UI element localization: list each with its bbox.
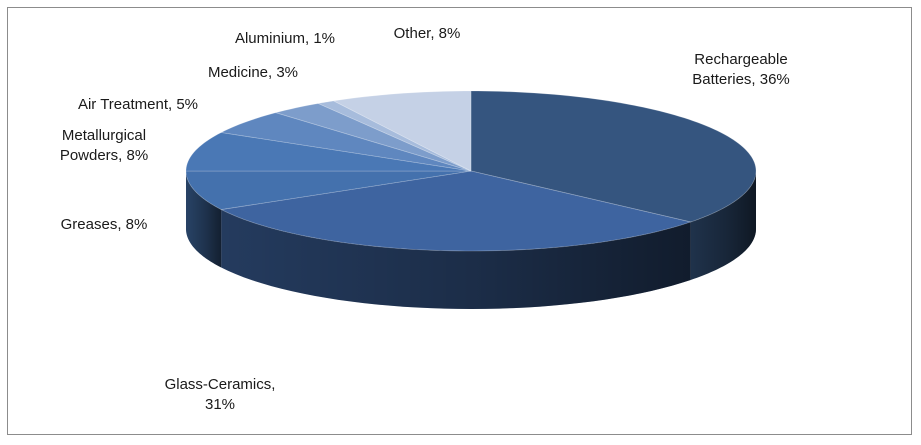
chart-frame: Rechargeable Batteries, 36% Glass-Ceramics… bbox=[7, 7, 912, 435]
pie-slice-metallurgical-powders bbox=[185, 132, 472, 172]
slice-label-metallurgical-powders-line-0: Metallurgical bbox=[62, 127, 146, 144]
pie-slice-other bbox=[332, 90, 472, 172]
slice-label-aluminium-line-0: Aluminium, 1% bbox=[235, 30, 335, 47]
pie-labels: Rechargeable Batteries, 36% Glass-Ceramics… bbox=[60, 25, 790, 413]
pie-side-shade-2 bbox=[186, 171, 222, 268]
pie-slice-rechargeable-batteries bbox=[470, 90, 757, 223]
pie-side-shade-0 bbox=[690, 171, 756, 280]
slice-label-medicine-line-0: Medicine, 3% bbox=[208, 64, 298, 81]
pie-slice-aluminium bbox=[316, 100, 472, 172]
slice-label-air-treatment-line-0: Air Treatment, 5% bbox=[78, 96, 198, 113]
pie-slice-air-treatment bbox=[219, 112, 472, 172]
slice-label-rechargeable-batteries-line-1: Batteries, 36% bbox=[692, 71, 790, 88]
pie-slice-greases bbox=[185, 170, 472, 210]
pie-tops bbox=[185, 90, 757, 252]
pie-slice-medicine bbox=[274, 103, 472, 172]
pie-chart: Rechargeable Batteries, 36% Glass-Ceramics… bbox=[60, 25, 790, 413]
slice-label-metallurgical-powders-line-1: Powders, 8% bbox=[60, 147, 148, 164]
pie-side-shade-1 bbox=[221, 209, 691, 309]
slice-label-glass-ceramics-line-0: Glass-Ceramics, bbox=[165, 376, 276, 393]
slice-label-glass-ceramics-line-1: 31% bbox=[205, 396, 235, 413]
pie-sides bbox=[186, 171, 756, 309]
slice-label-greases-line-0: Greases, 8% bbox=[61, 216, 148, 233]
slice-label-other-line-0: Other, 8% bbox=[394, 25, 461, 42]
pie-slice-glass-ceramics bbox=[219, 170, 693, 252]
slice-label-rechargeable-batteries-line-0: Rechargeable bbox=[694, 51, 787, 68]
